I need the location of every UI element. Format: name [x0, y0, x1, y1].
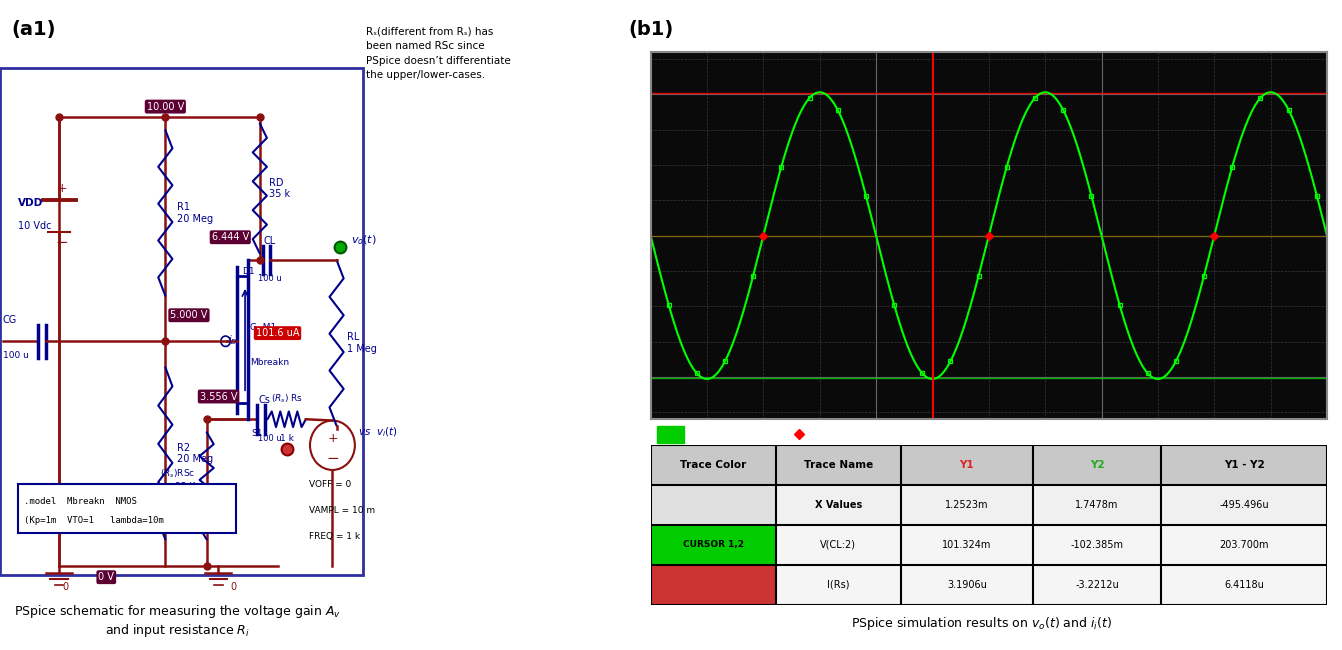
- Text: and input resistance $R_i$: and input resistance $R_i$: [105, 622, 250, 639]
- Bar: [658, 426, 684, 443]
- Text: RL
1 Meg: RL 1 Meg: [348, 332, 377, 354]
- Text: $v_o(t)$: $v_o(t)$: [352, 234, 377, 247]
- Text: I(Rs): I(Rs): [827, 580, 849, 590]
- Text: X Values: X Values: [815, 500, 862, 510]
- Text: −: −: [326, 450, 338, 466]
- Text: Y2: Y2: [1090, 460, 1104, 470]
- Bar: [776, 525, 1327, 565]
- Text: D1: D1: [243, 266, 255, 276]
- Text: 1.7478m: 1.7478m: [1075, 500, 1119, 510]
- Text: 1 k: 1 k: [279, 434, 294, 443]
- Text: 3.556 V: 3.556 V: [200, 391, 238, 402]
- Text: VAMPL = 10 m: VAMPL = 10 m: [309, 506, 374, 515]
- Text: 0 V: 0 V: [98, 572, 114, 582]
- Text: 0: 0: [62, 582, 68, 592]
- Text: vs  $v_i(t)$: vs $v_i(t)$: [358, 426, 397, 439]
- Text: RD
35 k: RD 35 k: [270, 177, 290, 200]
- Text: VDD: VDD: [17, 198, 43, 208]
- Text: PSpice schematic for measuring the voltage gain $A_v$: PSpice schematic for measuring the volta…: [13, 603, 341, 619]
- Text: Trace Name: Trace Name: [804, 460, 872, 470]
- Text: VOFF = 0: VOFF = 0: [309, 480, 352, 489]
- Bar: [651, 525, 776, 565]
- Bar: [651, 565, 776, 604]
- Text: $(R_s)$RSc
35 K: $(R_s)$RSc 35 K: [160, 468, 195, 491]
- Text: CL: CL: [263, 236, 275, 246]
- Text: CG: CG: [3, 315, 17, 325]
- Text: 10 Vdc: 10 Vdc: [17, 221, 51, 231]
- Text: 101.324m: 101.324m: [942, 540, 992, 550]
- Text: 10.00 V: 10.00 V: [146, 101, 184, 112]
- Text: +: +: [327, 432, 338, 445]
- Text: G  M1: G M1: [250, 322, 276, 332]
- Text: $i_D$: $i_D$: [228, 333, 238, 346]
- Text: Rₛ(different from Rₛ) has
been named RSc since
PSpice doesn’t differentiate
the : Rₛ(different from Rₛ) has been named RSc…: [366, 26, 511, 81]
- Bar: [0, 68, 364, 575]
- Text: Trace Color: Trace Color: [680, 460, 746, 470]
- Text: 203.700m: 203.700m: [1220, 540, 1270, 550]
- Text: −: −: [55, 235, 68, 250]
- Text: -102.385m: -102.385m: [1071, 540, 1123, 550]
- Text: 100 u: 100 u: [258, 274, 282, 283]
- Text: Cs: Cs: [258, 395, 270, 405]
- Text: V(CL:2): V(CL:2): [820, 540, 856, 550]
- Text: 3.1906u: 3.1906u: [947, 580, 986, 590]
- Text: PSpice simulation results on $v_o(t)$ and $i_i(t)$: PSpice simulation results on $v_o(t)$ an…: [851, 616, 1113, 632]
- Text: FREQ = 1 k: FREQ = 1 k: [309, 532, 360, 541]
- Text: Y1: Y1: [960, 460, 974, 470]
- Text: 1.2523m: 1.2523m: [945, 500, 989, 510]
- Text: Y1 - Y2: Y1 - Y2: [1224, 460, 1264, 470]
- Text: -3.2212u: -3.2212u: [1075, 580, 1119, 590]
- Text: R1
20 Meg: R1 20 Meg: [177, 202, 213, 224]
- Text: (b1): (b1): [628, 20, 674, 38]
- Bar: [17, 484, 236, 533]
- Text: Mbreakn: Mbreakn: [250, 358, 289, 367]
- Bar: [776, 485, 1327, 525]
- Text: I(Rs): I(Rs): [833, 429, 856, 439]
- Bar: [776, 565, 1327, 604]
- Text: R2
20 Meg: R2 20 Meg: [177, 443, 213, 464]
- Text: V(CL:2): V(CL:2): [698, 429, 737, 439]
- Text: CURSOR 1,2: CURSOR 1,2: [683, 540, 743, 549]
- Text: -495.496u: -495.496u: [1220, 500, 1270, 510]
- Text: Time: Time: [1255, 445, 1282, 455]
- Text: S1: S1: [251, 429, 263, 438]
- Text: 0: 0: [231, 582, 236, 592]
- Text: 6.444 V: 6.444 V: [212, 232, 248, 242]
- Text: 100 u: 100 u: [258, 434, 282, 443]
- Bar: [651, 485, 776, 525]
- Text: 5.000 V: 5.000 V: [170, 310, 208, 320]
- Text: (Kp=1m  VTO=1   lambda=10m: (Kp=1m VTO=1 lambda=10m: [24, 516, 164, 525]
- Text: $(R_s)$ Rs: $(R_s)$ Rs: [271, 393, 303, 405]
- Text: +: +: [56, 182, 67, 195]
- Bar: [651, 445, 1327, 485]
- Text: .model  Mbreakn  NMOS: .model Mbreakn NMOS: [24, 497, 137, 506]
- Text: 100 u: 100 u: [3, 351, 28, 360]
- Text: 6.4118u: 6.4118u: [1224, 580, 1264, 590]
- Text: 101.6 uA: 101.6 uA: [256, 328, 299, 338]
- Text: (a1): (a1): [12, 20, 56, 38]
